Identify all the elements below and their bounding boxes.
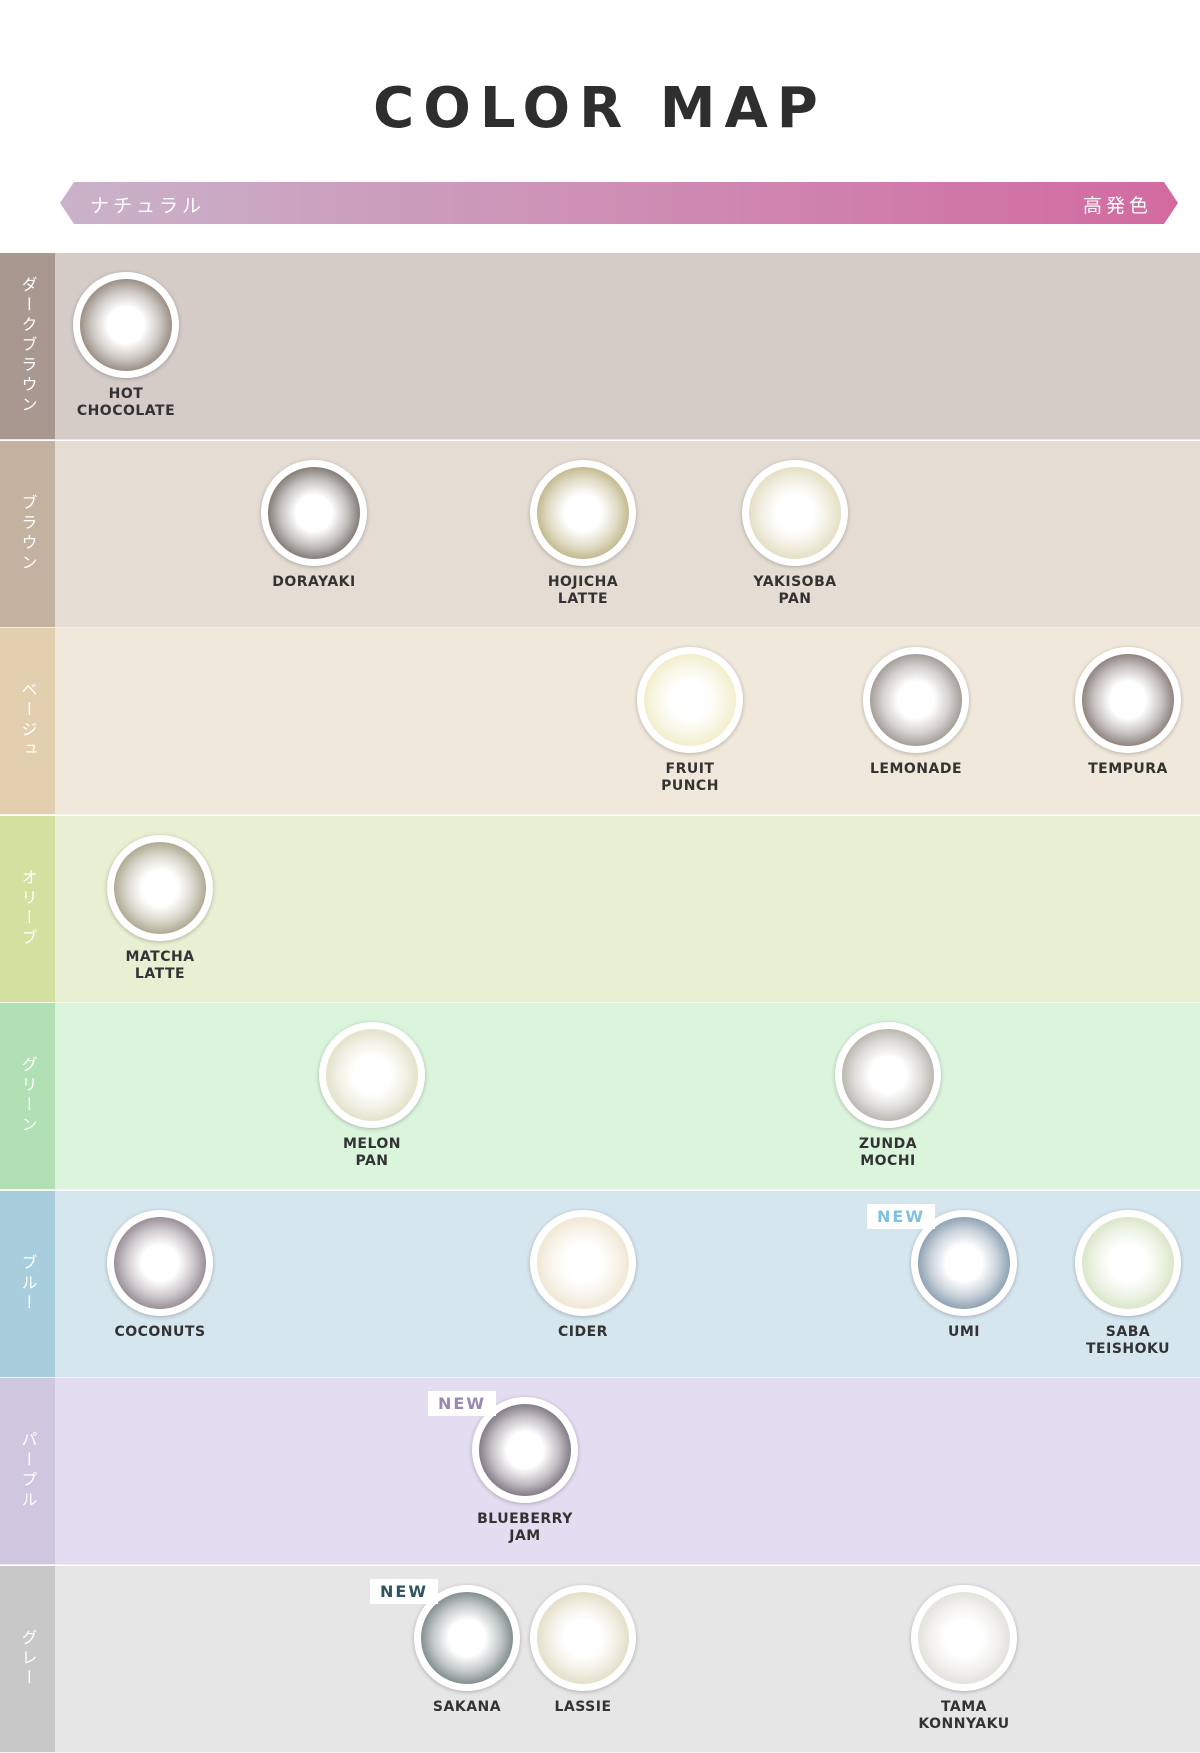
new-badge: NEW [428,1391,496,1416]
lens-name[interactable]: FRUIT PUNCH [661,761,719,794]
lens-pattern-icon [918,1216,1010,1309]
lens-image[interactable] [863,647,969,753]
lens-name[interactable]: HOJICHA LATTE [547,573,619,607]
category-text: ブルー [18,1253,38,1314]
lens-name[interactable]: UMI [947,1323,980,1340]
category-label: グリーン [0,1003,55,1189]
color-row: オリーブ MATCHA LATTE [0,815,1200,1003]
new-badge: NEW [370,1578,438,1604]
lens-name[interactable]: BLUEBERRY JAM [477,1511,573,1544]
lens-pattern-icon [421,1591,513,1684]
natural-to-vivid-scale-bar: ナチュラル 高発色 [60,182,1178,224]
lens-image[interactable]: NEW [428,1391,578,1503]
lens-pattern-icon [479,1404,571,1496]
lens-pattern-icon [537,1591,629,1684]
lens-name[interactable]: LEMONADE [869,761,963,777]
lens-image[interactable] [107,1209,213,1316]
lens-name[interactable]: MATCHA LATTE [125,948,195,982]
new-badge: NEW [867,1203,935,1229]
lens-image[interactable] [1075,1209,1181,1316]
lens-image[interactable]: NEW [867,1203,1017,1316]
lens-image[interactable] [742,459,848,566]
lens-name[interactable]: MELON PAN [342,1136,402,1169]
lens-pattern-icon [749,466,841,559]
lens-image[interactable] [73,272,179,378]
lens-pattern-icon [918,1591,1010,1684]
lens-image[interactable] [530,1209,636,1316]
lens-pattern-icon [870,654,962,746]
page-title: COLOR MAP [373,76,827,141]
lens-name[interactable]: SAKANA [432,1698,502,1715]
color-row: グレー NEW SAKANA LASSIE TAMA KONNYAKU [0,1565,1200,1753]
category-text: オリーブ [18,868,38,949]
lens-image[interactable] [835,1022,941,1128]
lens-pattern-icon [114,1216,206,1309]
category-text: グリーン [18,1056,38,1136]
scale-label-natural: ナチュラル [90,195,206,217]
lens-pattern-icon [537,1216,629,1309]
lens-name[interactable]: YAKISOBA PAN [753,573,837,607]
color-row: ダークブラウン HOT CHOCOLATE [0,253,1200,440]
lens-pattern-icon [842,1029,934,1121]
lens-pattern-icon [326,1029,418,1121]
category-label: パープル [0,1378,55,1564]
lens-name[interactable]: LASSIE [554,1698,612,1715]
lens-name[interactable]: CIDER [558,1323,608,1340]
lens-image[interactable] [107,834,213,941]
category-text: ブラウン [18,493,38,574]
lens-pattern-icon [1082,654,1174,746]
lens-name[interactable]: ZUNDA MOCHI [858,1136,918,1169]
lens-name[interactable]: DORAYAKI [272,573,356,590]
lens-name[interactable]: HOT CHOCOLATE [76,386,176,419]
lens-name[interactable]: TEMPURA [1088,761,1168,777]
color-row: ベージュ FRUIT PUNCH LEMONADE TEMPURA [0,628,1200,815]
lens-image[interactable] [261,459,367,566]
lens-pattern-icon [1082,1216,1174,1309]
lens-image[interactable] [319,1022,425,1128]
category-text: グレー [18,1628,38,1689]
category-text: ベージュ [18,681,38,761]
category-label: ブラウン [0,440,55,627]
color-row: グリーン MELON PAN ZUNDA MOCHI [0,1003,1200,1190]
category-label: ベージュ [0,628,55,814]
lens-image[interactable] [1075,647,1181,753]
lens-name[interactable]: TAMA KONNYAKU [918,1698,1010,1732]
lens-pattern-icon [537,466,629,559]
lens-pattern-icon [114,841,206,934]
category-label: オリーブ [0,815,55,1002]
category-label: ブルー [0,1190,55,1377]
lens-name[interactable]: SABA TEISHOKU [1086,1323,1170,1357]
lens-image[interactable]: NEW [370,1578,520,1691]
lens-image[interactable] [637,647,743,753]
scale-label-vivid: 高発色 [1082,195,1152,217]
lens-name[interactable]: COCONUTS [114,1323,206,1340]
lens-image[interactable] [530,1584,636,1691]
lens-image[interactable] [911,1584,1017,1691]
color-row: ブルー COCONUTS CIDER NEW UMI SABA TEISHOKU [0,1190,1200,1378]
lens-image[interactable] [530,459,636,566]
color-row: ブラウン DORAYAKI HOJICHA LATTE YAKISOBA PAN [0,440,1200,628]
category-text: ダークブラウン [18,276,38,416]
lens-pattern-icon [644,654,736,746]
lens-pattern-icon [268,466,360,559]
category-label: ダークブラウン [0,253,55,439]
lens-pattern-icon [80,279,172,371]
category-text: パープル [18,1431,38,1511]
category-label: グレー [0,1565,55,1752]
color-row: パープル NEW BLUEBERRY JAM [0,1378,1200,1565]
